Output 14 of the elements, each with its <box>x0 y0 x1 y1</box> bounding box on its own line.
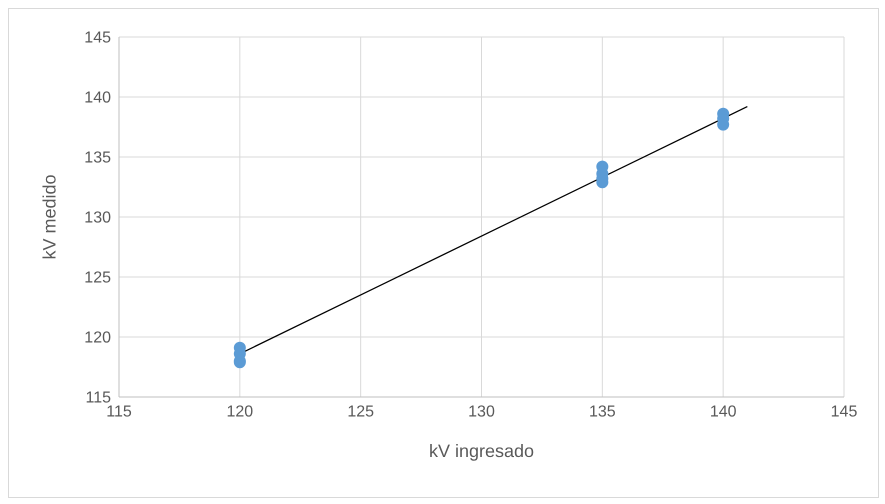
y-tick-label: 120 <box>84 330 112 347</box>
y-tick-label: 135 <box>84 150 112 167</box>
y-axis-title: kV medido <box>39 174 60 260</box>
x-tick-label: 140 <box>710 403 737 420</box>
x-tick-label: 145 <box>830 403 858 420</box>
x-tick-label: 125 <box>347 403 374 420</box>
x-tick-label: 120 <box>226 403 254 420</box>
x-tick-label: 135 <box>588 403 616 420</box>
x-axis-title: kV ingresado <box>428 441 534 461</box>
y-tick-label: 140 <box>84 90 112 107</box>
y-tick-label: 125 <box>84 270 112 287</box>
y-tick-label: 145 <box>84 30 112 47</box>
x-tick-label: 130 <box>468 403 495 420</box>
y-tick-label: 130 <box>84 210 112 227</box>
